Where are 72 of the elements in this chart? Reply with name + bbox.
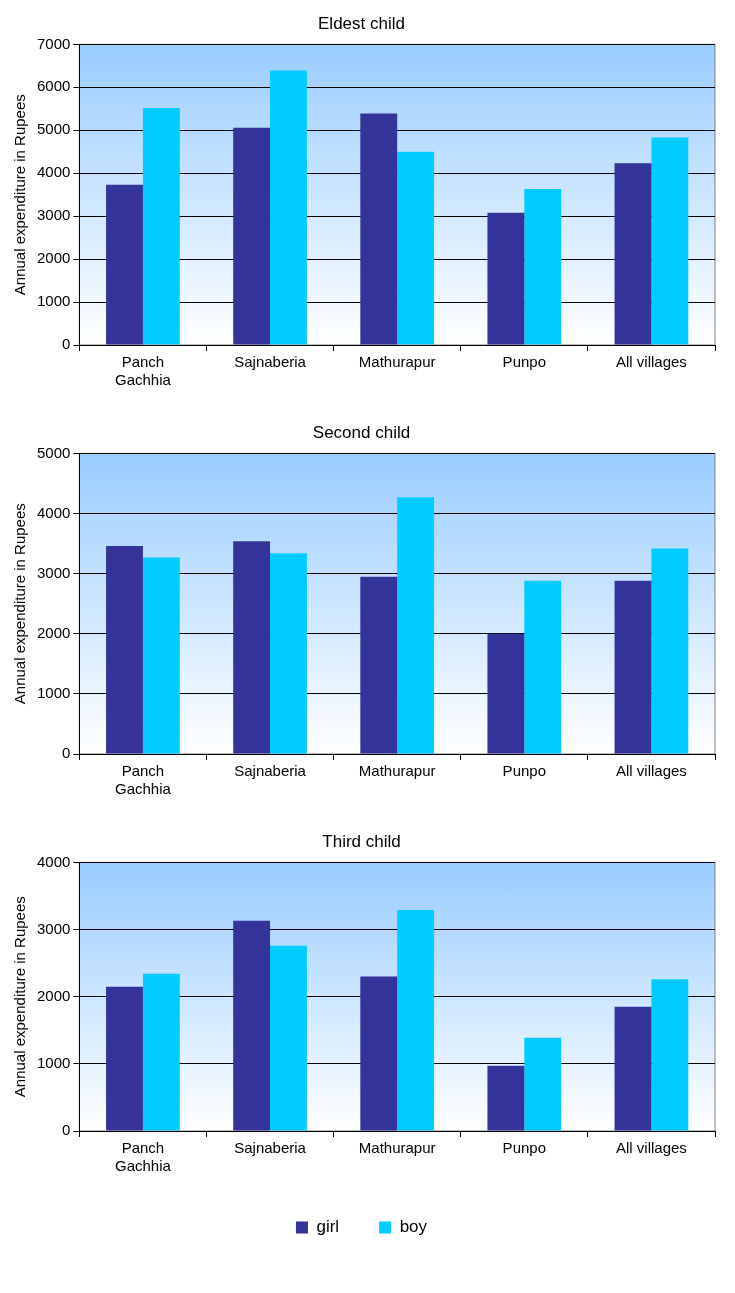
bar bbox=[270, 553, 307, 754]
bar bbox=[524, 189, 562, 345]
x-tick-label: Panch Gachhia bbox=[114, 1139, 172, 1175]
bar bbox=[397, 151, 435, 345]
x-tick-label: Mathurapur bbox=[358, 353, 436, 371]
x-tick-label: Punpo bbox=[502, 762, 546, 780]
bar bbox=[397, 497, 435, 754]
y-tick-label: 3000 bbox=[36, 206, 71, 224]
x-tick-label: Panch Gachhia bbox=[114, 762, 172, 798]
y-tick-label: 6000 bbox=[36, 77, 71, 95]
x-tick-label: Sajnaberia bbox=[234, 762, 307, 780]
chart-title: Second child bbox=[312, 422, 411, 442]
x-tick-label: All villages bbox=[616, 762, 687, 780]
bar bbox=[106, 184, 143, 345]
legend-label: boy bbox=[399, 1217, 428, 1237]
y-tick-label: 0 bbox=[62, 744, 71, 762]
y-tick-label: 2000 bbox=[36, 986, 71, 1004]
x-tick-label: Mathurapur bbox=[358, 762, 436, 780]
bar bbox=[270, 945, 307, 1131]
bar bbox=[142, 557, 180, 754]
bar bbox=[614, 163, 652, 345]
y-axis-title: Annual expenditure in Rupees bbox=[11, 94, 29, 296]
bar bbox=[651, 548, 689, 754]
y-tick-label: 4000 bbox=[36, 852, 71, 870]
y-tick-label: 3000 bbox=[36, 919, 71, 937]
legend-label: girl bbox=[316, 1217, 340, 1237]
y-tick-label: 7000 bbox=[36, 34, 71, 52]
bar bbox=[651, 979, 689, 1131]
x-tick-label: Panch Gachhia bbox=[114, 353, 172, 389]
chart-title: Eldest child bbox=[318, 13, 405, 33]
bar bbox=[614, 1006, 652, 1131]
x-tick-label: Sajnaberia bbox=[234, 353, 307, 371]
bar bbox=[106, 545, 143, 754]
bar bbox=[142, 973, 180, 1131]
bar bbox=[614, 580, 652, 754]
bar bbox=[106, 986, 143, 1131]
y-tick-label: 2000 bbox=[36, 623, 71, 641]
x-tick-label: All villages bbox=[616, 353, 687, 371]
chart-title: Third child bbox=[322, 831, 401, 851]
bar bbox=[524, 1037, 562, 1131]
bar bbox=[360, 976, 398, 1131]
y-tick-label: 0 bbox=[62, 1121, 71, 1139]
x-tick-label: Punpo bbox=[502, 1139, 546, 1157]
y-tick-label: 1000 bbox=[36, 684, 71, 702]
y-tick-label: 5000 bbox=[36, 443, 71, 461]
x-tick-label: Sajnaberia bbox=[234, 1139, 307, 1157]
bar bbox=[487, 633, 525, 754]
bar bbox=[142, 107, 180, 345]
bar bbox=[233, 127, 271, 345]
x-tick-label: Mathurapur bbox=[358, 1139, 436, 1157]
y-tick-label: 1000 bbox=[36, 292, 71, 310]
bar bbox=[233, 541, 271, 754]
y-tick-label: 5000 bbox=[36, 120, 71, 138]
y-tick-label: 2000 bbox=[36, 249, 71, 267]
bar bbox=[524, 580, 562, 754]
bar bbox=[487, 212, 525, 345]
y-tick-label: 3000 bbox=[36, 563, 71, 581]
y-tick-label: 0 bbox=[62, 335, 71, 353]
x-tick-label: All villages bbox=[616, 1139, 687, 1157]
x-tick-label: Punpo bbox=[502, 353, 546, 371]
bar bbox=[233, 920, 271, 1131]
bar bbox=[360, 113, 398, 345]
y-tick-label: 4000 bbox=[36, 503, 71, 521]
bar bbox=[487, 1065, 525, 1131]
y-tick-label: 1000 bbox=[36, 1053, 71, 1071]
y-tick-label: 4000 bbox=[36, 163, 71, 181]
bar bbox=[270, 70, 307, 345]
bar bbox=[360, 576, 398, 754]
y-axis-title: Annual expenditure in Rupees bbox=[11, 503, 29, 705]
y-axis-title: Annual expenditure in Rupees bbox=[11, 896, 29, 1098]
bar bbox=[397, 910, 435, 1131]
bar bbox=[651, 137, 689, 345]
